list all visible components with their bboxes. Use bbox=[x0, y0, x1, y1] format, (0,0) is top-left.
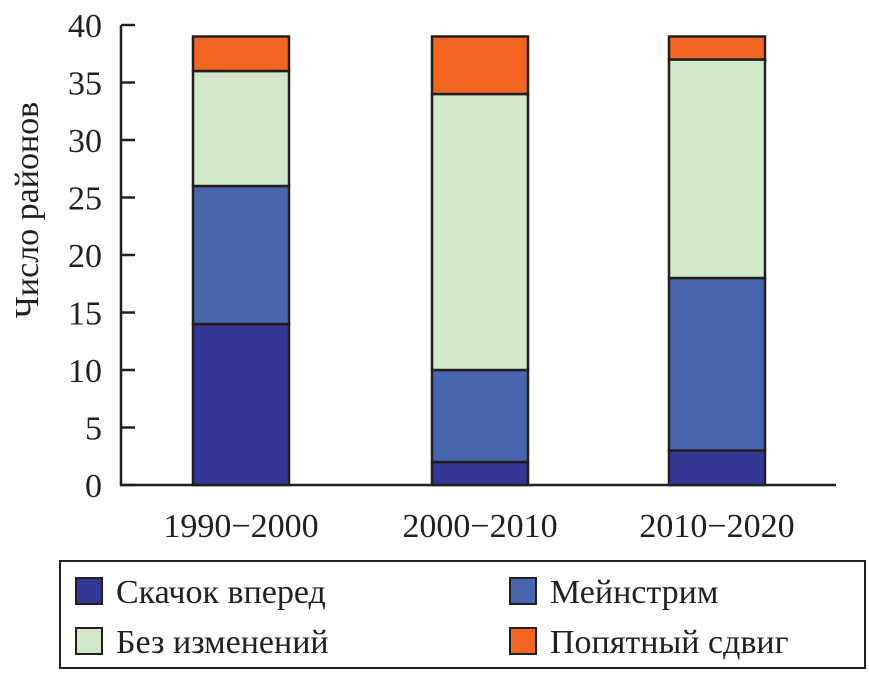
bar-segment bbox=[667, 35, 767, 61]
bar-segment bbox=[430, 368, 530, 464]
y-tick-label: 30 bbox=[68, 123, 102, 160]
y-axis-label: Число районов bbox=[9, 102, 46, 318]
bar-segment bbox=[191, 322, 291, 487]
y-tick-label: 20 bbox=[68, 238, 102, 275]
legend-swatch bbox=[509, 577, 537, 605]
x-tick-label: 2010−2020 bbox=[639, 508, 794, 545]
y-tick-label: 35 bbox=[68, 66, 102, 103]
bar-segment bbox=[191, 35, 291, 73]
legend-swatch bbox=[75, 627, 103, 655]
bar-segment bbox=[667, 276, 767, 452]
legend-label: Мейнстрим bbox=[550, 574, 718, 611]
bar-segment bbox=[667, 58, 767, 280]
y-tick-label: 10 bbox=[68, 353, 102, 390]
y-tick-label: 0 bbox=[85, 468, 102, 505]
legend-swatch bbox=[75, 577, 103, 605]
bar-segment bbox=[430, 35, 530, 96]
y-tick-label: 5 bbox=[85, 411, 102, 448]
bar-segment bbox=[430, 460, 530, 487]
bar-segment bbox=[191, 184, 291, 326]
x-tick-label: 1990−2000 bbox=[163, 508, 318, 545]
bar-segment bbox=[430, 92, 530, 372]
y-tick-label: 15 bbox=[68, 296, 102, 333]
x-tick-label: 2000−2010 bbox=[402, 508, 557, 545]
legend-swatch bbox=[509, 627, 537, 655]
legend-label: Попятный сдвиг bbox=[550, 624, 789, 661]
legend-label: Без изменений bbox=[116, 624, 329, 661]
y-tick-label: 40 bbox=[68, 8, 102, 45]
y-tick-label: 25 bbox=[68, 181, 102, 218]
legend-box bbox=[59, 560, 866, 669]
legend-label: Скачок вперед bbox=[116, 574, 326, 611]
bar-segment bbox=[191, 69, 291, 188]
bar-segment bbox=[667, 449, 767, 487]
